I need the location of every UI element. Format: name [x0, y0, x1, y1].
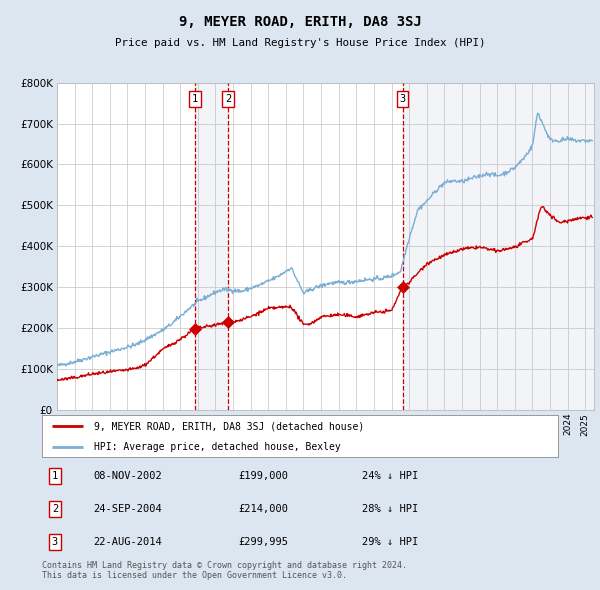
Text: 3: 3 — [400, 94, 406, 104]
Text: £199,000: £199,000 — [238, 471, 288, 481]
Text: 1: 1 — [192, 94, 199, 104]
Text: 28% ↓ HPI: 28% ↓ HPI — [362, 504, 418, 514]
Text: 2: 2 — [225, 94, 231, 104]
Text: Price paid vs. HM Land Registry's House Price Index (HPI): Price paid vs. HM Land Registry's House … — [115, 38, 485, 48]
Text: £214,000: £214,000 — [238, 504, 288, 514]
Text: 9, MEYER ROAD, ERITH, DA8 3SJ: 9, MEYER ROAD, ERITH, DA8 3SJ — [179, 15, 421, 29]
Text: 24-SEP-2004: 24-SEP-2004 — [94, 504, 163, 514]
Text: £299,995: £299,995 — [238, 537, 288, 547]
Text: 3: 3 — [52, 537, 58, 547]
Text: 9, MEYER ROAD, ERITH, DA8 3SJ (detached house): 9, MEYER ROAD, ERITH, DA8 3SJ (detached … — [94, 421, 364, 431]
Bar — [195, 83, 228, 410]
Text: 22-AUG-2014: 22-AUG-2014 — [94, 537, 163, 547]
Bar — [403, 83, 594, 410]
Text: Contains HM Land Registry data © Crown copyright and database right 2024.: Contains HM Land Registry data © Crown c… — [42, 560, 407, 569]
Text: 29% ↓ HPI: 29% ↓ HPI — [362, 537, 418, 547]
Text: This data is licensed under the Open Government Licence v3.0.: This data is licensed under the Open Gov… — [42, 571, 347, 579]
Text: 1: 1 — [52, 471, 58, 481]
Text: 08-NOV-2002: 08-NOV-2002 — [94, 471, 163, 481]
Text: 24% ↓ HPI: 24% ↓ HPI — [362, 471, 418, 481]
Text: HPI: Average price, detached house, Bexley: HPI: Average price, detached house, Bexl… — [94, 442, 340, 451]
Text: 2: 2 — [52, 504, 58, 514]
